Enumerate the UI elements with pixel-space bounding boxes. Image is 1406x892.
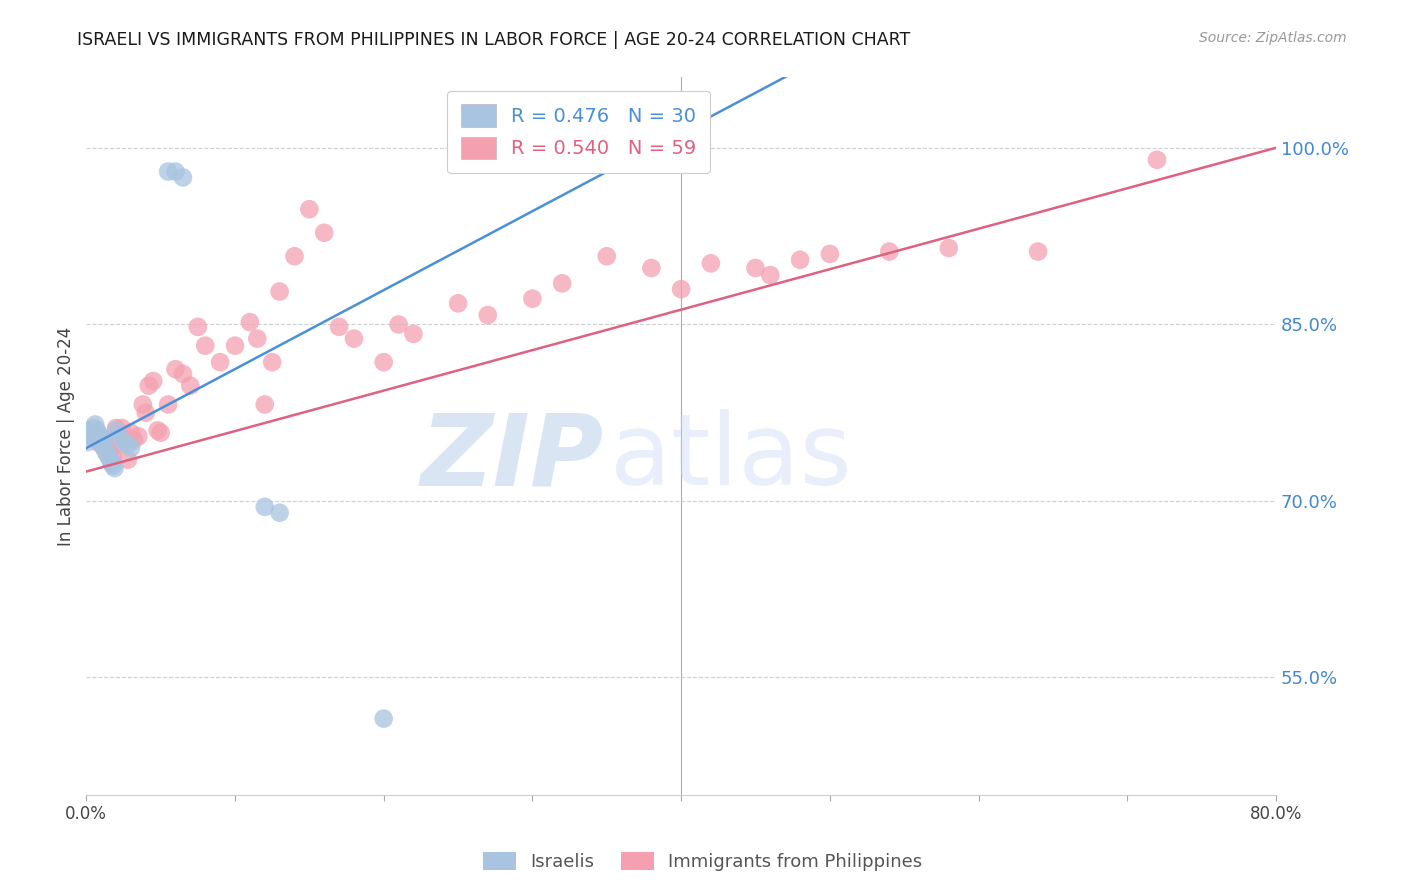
Point bbox=[120, 441, 142, 455]
Point bbox=[82, 425, 104, 440]
Point bbox=[76, 435, 98, 450]
Point bbox=[117, 437, 139, 451]
Point bbox=[90, 437, 112, 451]
Point bbox=[447, 296, 470, 310]
Point bbox=[596, 249, 619, 263]
Point bbox=[328, 319, 350, 334]
Point bbox=[98, 452, 121, 467]
Point bbox=[87, 425, 110, 440]
Point bbox=[90, 433, 112, 447]
Point bbox=[103, 461, 125, 475]
Point bbox=[142, 374, 165, 388]
Point bbox=[246, 332, 269, 346]
Point bbox=[111, 421, 134, 435]
Point bbox=[132, 397, 155, 411]
Point bbox=[83, 421, 105, 435]
Point bbox=[269, 506, 291, 520]
Point bbox=[224, 339, 246, 353]
Point bbox=[100, 456, 122, 470]
Point bbox=[700, 256, 723, 270]
Point bbox=[117, 452, 139, 467]
Point bbox=[373, 712, 395, 726]
Text: atlas: atlas bbox=[610, 409, 852, 507]
Point bbox=[120, 425, 142, 440]
Point bbox=[269, 285, 291, 299]
Point bbox=[82, 429, 104, 443]
Point bbox=[135, 406, 157, 420]
Point bbox=[114, 433, 136, 447]
Point bbox=[172, 367, 194, 381]
Point bbox=[314, 226, 336, 240]
Point bbox=[127, 429, 149, 443]
Point bbox=[96, 441, 118, 455]
Point bbox=[84, 425, 107, 440]
Point bbox=[101, 449, 124, 463]
Point bbox=[87, 435, 110, 450]
Point bbox=[640, 260, 662, 275]
Point bbox=[96, 447, 118, 461]
Point bbox=[105, 421, 128, 435]
Point bbox=[157, 164, 180, 178]
Point bbox=[253, 397, 276, 411]
Point bbox=[551, 277, 574, 291]
Point bbox=[157, 397, 180, 411]
Point bbox=[283, 249, 305, 263]
Point bbox=[89, 429, 111, 443]
Point bbox=[818, 247, 841, 261]
Point bbox=[105, 423, 128, 437]
Point bbox=[669, 282, 692, 296]
Point bbox=[759, 268, 782, 282]
Point bbox=[172, 170, 194, 185]
Text: Source: ZipAtlas.com: Source: ZipAtlas.com bbox=[1199, 31, 1347, 45]
Point bbox=[91, 437, 114, 451]
Point bbox=[373, 355, 395, 369]
Point bbox=[1146, 153, 1168, 167]
Point bbox=[179, 378, 201, 392]
Point bbox=[343, 332, 366, 346]
Point bbox=[94, 444, 117, 458]
Legend: Israelis, Immigrants from Philippines: Israelis, Immigrants from Philippines bbox=[477, 845, 929, 879]
Point bbox=[262, 355, 284, 369]
Text: ZIP: ZIP bbox=[420, 409, 603, 507]
Point bbox=[209, 355, 232, 369]
Point bbox=[253, 500, 276, 514]
Point bbox=[138, 378, 160, 392]
Point bbox=[80, 429, 103, 443]
Point bbox=[938, 241, 960, 255]
Point bbox=[149, 425, 172, 440]
Point bbox=[108, 437, 131, 451]
Point bbox=[101, 458, 124, 473]
Point bbox=[93, 441, 115, 455]
Legend: R = 0.476   N = 30, R = 0.540   N = 59: R = 0.476 N = 30, R = 0.540 N = 59 bbox=[447, 91, 710, 173]
Point bbox=[477, 308, 499, 322]
Point bbox=[744, 260, 766, 275]
Point bbox=[97, 449, 120, 463]
Point bbox=[402, 326, 425, 341]
Point bbox=[122, 433, 145, 447]
Point bbox=[98, 447, 121, 461]
Point bbox=[387, 318, 409, 332]
Point bbox=[108, 429, 131, 443]
Point bbox=[879, 244, 901, 259]
Point bbox=[86, 423, 108, 437]
Point bbox=[239, 315, 262, 329]
Point bbox=[522, 292, 544, 306]
Point bbox=[194, 339, 217, 353]
Point bbox=[298, 202, 321, 217]
Point bbox=[112, 435, 135, 450]
Point bbox=[77, 423, 100, 437]
Text: ISRAELI VS IMMIGRANTS FROM PHILIPPINES IN LABOR FORCE | AGE 20-24 CORRELATION CH: ISRAELI VS IMMIGRANTS FROM PHILIPPINES I… bbox=[77, 31, 911, 49]
Point bbox=[789, 252, 811, 267]
Point bbox=[187, 319, 209, 334]
Point bbox=[165, 164, 187, 178]
Point bbox=[1026, 244, 1049, 259]
Point bbox=[84, 417, 107, 432]
Y-axis label: In Labor Force | Age 20-24: In Labor Force | Age 20-24 bbox=[58, 326, 75, 546]
Point bbox=[146, 423, 169, 437]
Point bbox=[165, 362, 187, 376]
Point bbox=[93, 433, 115, 447]
